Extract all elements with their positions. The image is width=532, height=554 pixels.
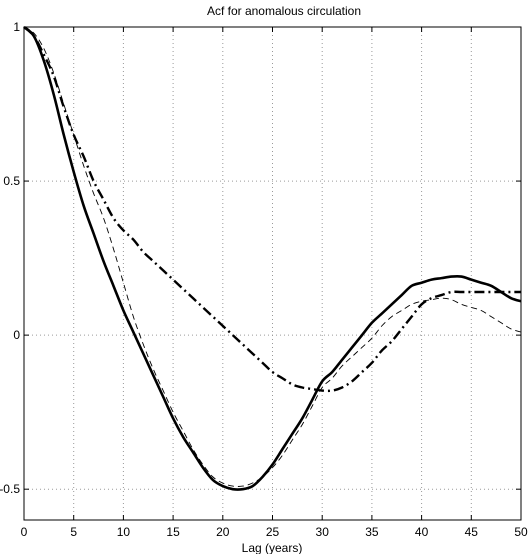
x-tick-label: 40 — [415, 525, 429, 539]
plot-frame — [23, 26, 522, 521]
x-tick-label: 25 — [266, 525, 280, 539]
chart-title: Acf for anomalous circulation — [207, 4, 361, 18]
series-line-dash-dot — [23, 26, 521, 393]
y-tick-label: 0 — [13, 328, 20, 342]
tick-marks — [23, 26, 522, 520]
x-tick-labels: 0 5 10 15 20 25 30 35 40 45 50 — [21, 525, 528, 539]
x-tick-label: 50 — [514, 525, 528, 539]
y-tick-label: 0.5 — [3, 174, 20, 188]
series-line-dashed — [23, 26, 522, 487]
x-tick-label: 5 — [70, 525, 77, 539]
x-tick-label: 30 — [316, 525, 330, 539]
x-tick-label: 0 — [21, 525, 28, 539]
grid-lines — [23, 26, 522, 520]
x-tick-label: 20 — [216, 525, 230, 539]
x-tick-label: 45 — [465, 525, 479, 539]
x-axis-label: Lag (years) — [242, 541, 303, 554]
x-tick-label: 10 — [117, 525, 131, 539]
series-line-solid — [23, 25, 522, 491]
x-tick-label: 35 — [365, 525, 379, 539]
y-tick-label: -0.5 — [0, 482, 20, 496]
y-tick-labels: -0.5 0 0.5 1 — [0, 20, 20, 496]
y-tick-label: 1 — [13, 20, 20, 34]
x-tick-label: 15 — [166, 525, 180, 539]
series-layer — [23, 25, 522, 491]
